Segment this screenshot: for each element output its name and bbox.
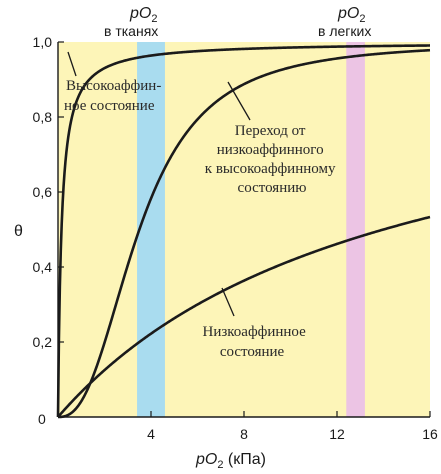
y-tick-label: 1,0 xyxy=(33,34,53,50)
origin-label: 0 xyxy=(38,411,46,427)
high-affinity-label: Высокоаффин- ное состояние xyxy=(64,78,165,114)
low-affinity-leader xyxy=(221,287,235,317)
tissue-band-header-sub: 2 xyxy=(151,13,157,25)
high-affinity-curve xyxy=(56,44,431,418)
lung-band-header-sub: 2 xyxy=(359,13,365,25)
low-affinity-curve xyxy=(57,215,431,418)
transition-leader xyxy=(227,81,251,121)
y-tick-label: 0,8 xyxy=(33,109,53,125)
transition-label: Переход от низкоаффинного к высокоаффинн… xyxy=(205,123,339,196)
low-affinity-label-line1: Низкоаффинное xyxy=(203,324,307,340)
x-axis-label-main: pO xyxy=(195,451,217,468)
x-tick-label: 4 xyxy=(147,426,155,442)
transition-label-line1: Переход от xyxy=(235,123,306,139)
y-tick-label: 0,2 xyxy=(33,334,53,350)
y-tick-label: 0,4 xyxy=(33,259,53,275)
high-affinity-label-line2: ное состояние xyxy=(64,98,155,114)
low-affinity-label: Низкоаффинное состояние xyxy=(203,324,310,360)
transition-label-line3: к высокоаффинному xyxy=(205,161,336,177)
x-axis-label-sub: 2 xyxy=(217,459,223,471)
low-affinity-label-line2: состояние xyxy=(220,344,285,360)
lung-band-caption: в легких xyxy=(318,23,371,39)
tissue-po2-band xyxy=(137,42,165,417)
high-affinity-label-line1: Высокоаффин- xyxy=(66,78,161,94)
x-axis-label: pO2 (кПа) xyxy=(195,451,266,471)
tissue-band-caption: в тканях xyxy=(104,23,158,39)
transition-label-line2: низкоаффинного xyxy=(217,142,324,158)
x-tick-label: 16 xyxy=(422,426,438,442)
lung-band-header: pO2 xyxy=(337,5,365,25)
plot-background xyxy=(58,42,430,417)
x-tick-label: 8 xyxy=(240,426,248,442)
tissue-band-header-main: pO xyxy=(129,5,151,22)
x-tick-label: 12 xyxy=(329,426,345,442)
lung-po2-band xyxy=(346,42,365,417)
y-tick-label: 0,6 xyxy=(33,184,53,200)
x-axis-label-unit: (кПа) xyxy=(223,451,266,468)
transition-curve xyxy=(57,48,431,419)
high-affinity-leader xyxy=(67,51,77,77)
tissue-band-header: pO2 xyxy=(129,5,157,25)
lung-band-header-main: pO xyxy=(337,5,359,22)
y-axis-label: θ xyxy=(14,223,23,240)
transition-label-line4: состоянию xyxy=(238,180,307,196)
